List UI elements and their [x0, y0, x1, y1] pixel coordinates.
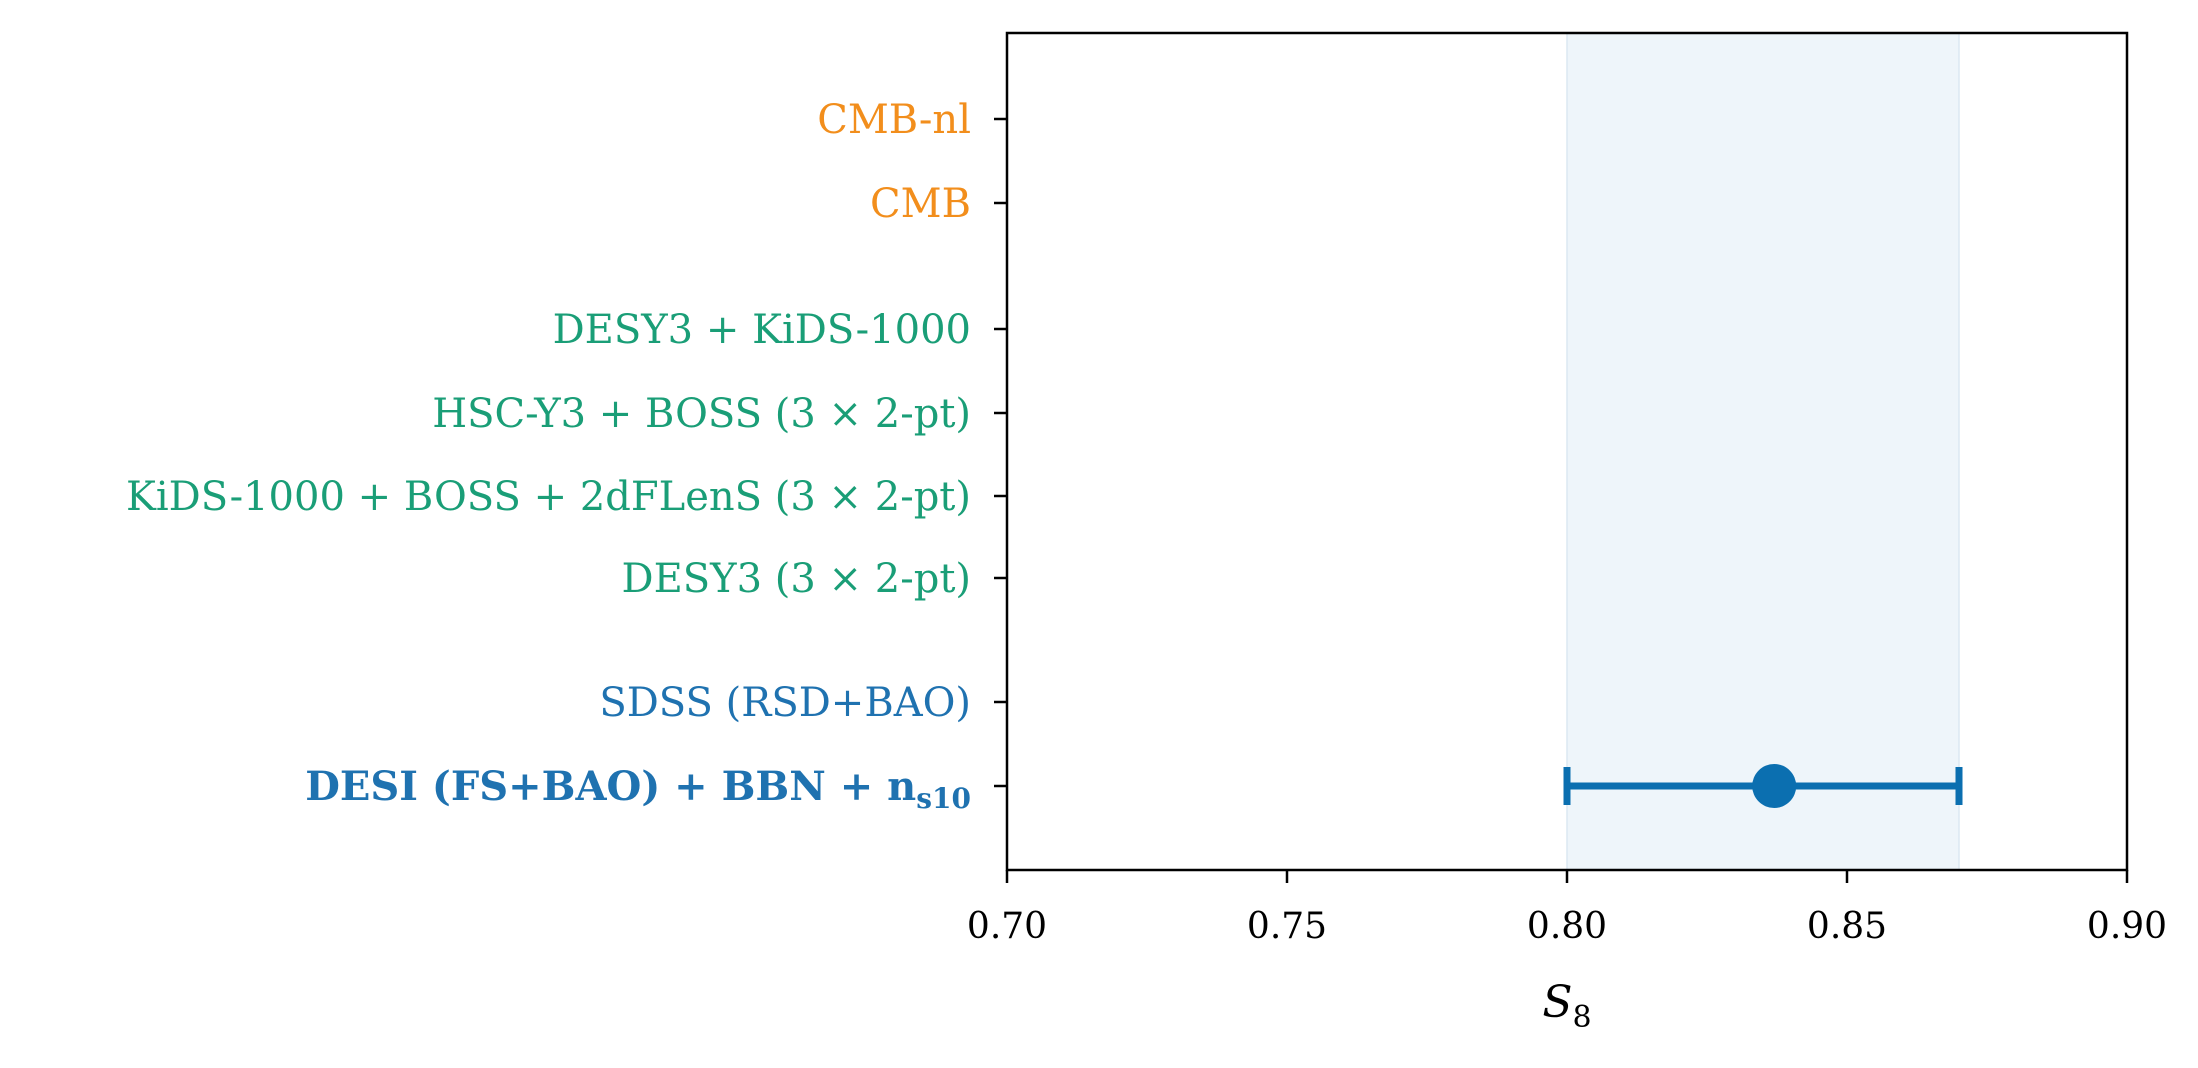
x-axis-tick-labels: 0.70 0.75 0.80 0.85 0.90 [967, 906, 2167, 947]
data-point-marker [1752, 764, 1797, 808]
x-axis-title-main: S [1542, 977, 1572, 1028]
y-tick-label: CMB [870, 181, 971, 227]
x-axis-ticks [1005, 870, 2129, 883]
y-tick-label: SDSS (RSD+BAO) [599, 680, 971, 726]
x-tick-label: 0.70 [967, 906, 1047, 947]
x-axis-title: S8 [1542, 977, 1591, 1035]
y-tick-label-text: SDSS (RSD+BAO) [599, 680, 971, 726]
y-tick-label-text: DESI (FS+BAO) + BBN + n [305, 763, 916, 810]
x-tick-label: 0.80 [1527, 906, 1607, 947]
y-tick-label-subscript: s10 [916, 782, 971, 815]
y-tick-label: HSC-Y3 + BOSS (3 × 2-pt) [432, 391, 971, 437]
x-tick-label: 0.75 [1247, 906, 1327, 947]
y-tick-label-text: KiDS-1000 + BOSS + 2dFLenS (3 × 2-pt) [126, 474, 971, 520]
y-tick-label-text: DESY3 (3 × 2-pt) [622, 556, 972, 602]
y-tick-label: DESI (FS+BAO) + BBN + ns10 [305, 763, 971, 815]
y-tick-label-text: HSC-Y3 + BOSS (3 × 2-pt) [432, 391, 971, 437]
y-axis-labels: CMB-nl CMB DESY3 + KiDS-1000 HSC-Y3 + BOSS … [126, 97, 971, 815]
x-tick-label: 0.85 [1807, 906, 1887, 947]
y-tick-label-text: CMB-nl [817, 97, 971, 143]
y-tick-label: KiDS-1000 + BOSS + 2dFLenS (3 × 2-pt) [126, 474, 971, 520]
y-tick-label: DESY3 + KiDS-1000 [553, 307, 971, 353]
x-tick-label: 0.90 [2087, 906, 2167, 947]
reference-band [1567, 33, 1959, 870]
y-tick-label: CMB-nl [817, 97, 971, 143]
y-tick-label: DESY3 (3 × 2-pt) [622, 556, 972, 602]
y-axis-ticks [994, 117, 1007, 788]
y-tick-label-text: DESY3 + KiDS-1000 [553, 307, 971, 353]
y-tick-label-text: CMB [870, 181, 971, 227]
plot-frame [1005, 31, 2129, 872]
data-points [1563, 764, 1963, 808]
x-axis-title-subscript: 8 [1573, 1000, 1592, 1035]
